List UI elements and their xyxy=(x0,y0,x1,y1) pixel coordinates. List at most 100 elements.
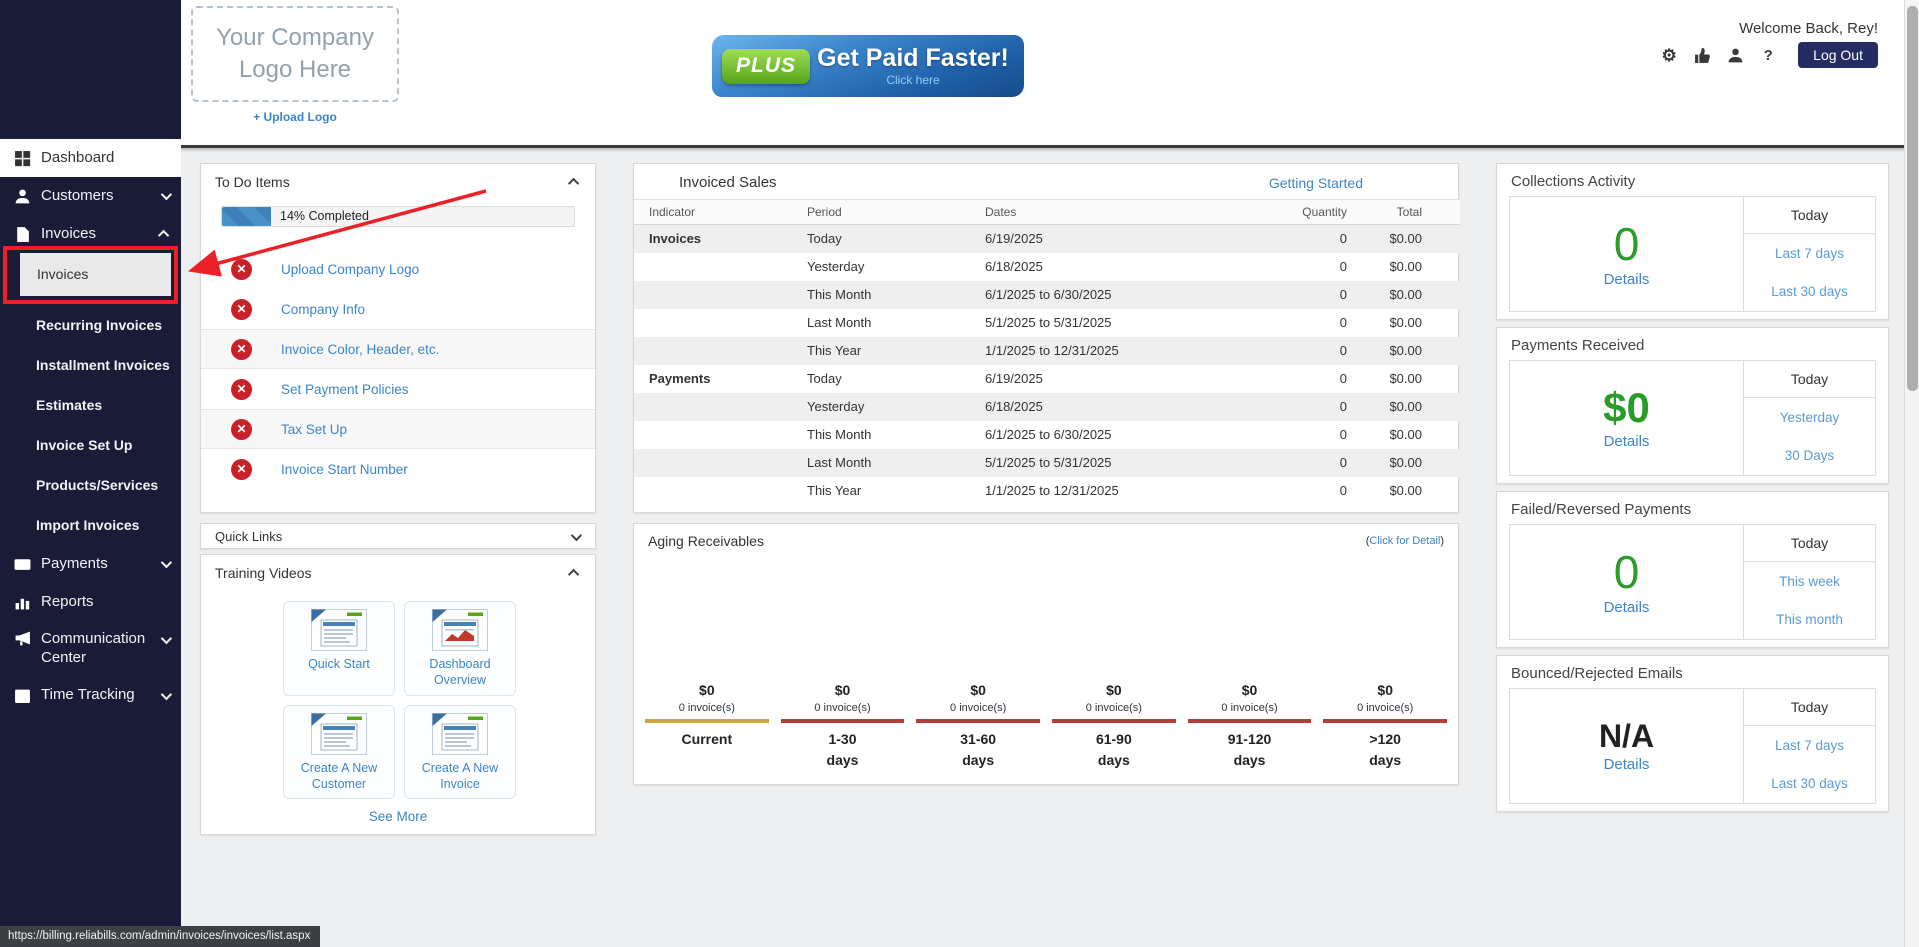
submenu-item-invoices-selected[interactable]: Invoices xyxy=(20,253,171,296)
submenu-item-invoice-set-up[interactable]: Invoice Set Up xyxy=(36,437,133,453)
stat-panel-title: Failed/Reversed Payments xyxy=(1511,501,1692,518)
sidebar-item-label: Payments xyxy=(41,554,108,572)
get-paid-faster-banner[interactable]: PLUS Get Paid Faster! Click here xyxy=(712,35,1024,97)
submenu-item-import-invoices[interactable]: Import Invoices xyxy=(36,517,140,533)
todo-item-link[interactable]: Upload Company Logo xyxy=(281,261,420,277)
video-card-dashboard-overview[interactable]: Dashboard Overview xyxy=(404,601,516,696)
video-card-create-a-new-invoice[interactable]: Create A New Invoice xyxy=(404,704,516,799)
banner-text: Get Paid Faster! Click here xyxy=(810,43,1024,88)
stat-tab-this-week[interactable]: This week xyxy=(1779,573,1840,589)
stat-value: 0 xyxy=(1613,217,1640,270)
table-cell: Last Month xyxy=(807,455,872,470)
collapse-chevron-icon[interactable] xyxy=(567,177,580,190)
details-link[interactable]: Details xyxy=(1603,598,1650,616)
video-thumbnail xyxy=(288,712,390,755)
sidebar-item-customers[interactable]: Customers xyxy=(0,177,181,215)
stat-tab-today[interactable]: Today xyxy=(1744,361,1875,398)
stat-tab-today[interactable]: Today xyxy=(1744,525,1875,562)
stat-panel-title: Bounced/Rejected Emails xyxy=(1511,665,1683,682)
incomplete-x-icon xyxy=(231,298,252,320)
video-card-create-a-new-customer[interactable]: Create A New Customer xyxy=(283,704,395,799)
collapse-chevron-icon[interactable] xyxy=(567,568,580,581)
click-for-detail: (Click for Detail) xyxy=(1365,535,1444,547)
gear-icon[interactable]: ⚙ xyxy=(1661,45,1677,65)
video-title-link[interactable]: Create A New Invoice xyxy=(421,760,499,791)
stat-tab-last-7-days[interactable]: Last 7 days xyxy=(1774,737,1845,753)
invoiced-sales-table: Indicator Period Dates Quantity Total Invoic… xyxy=(634,199,1460,505)
plus-badge: PLUS xyxy=(722,48,811,84)
todo-item-link[interactable]: Invoice Start Number xyxy=(281,461,408,477)
aging-bucket: $0 0 invoice(s) 61-90 days xyxy=(1046,682,1182,770)
video-thumbnail xyxy=(409,712,511,755)
progress-fill xyxy=(222,207,272,226)
banner-title: Get Paid Faster! xyxy=(817,43,1009,72)
getting-started-link[interactable]: Getting Started xyxy=(1268,174,1363,191)
table-cell: $0.00 xyxy=(1389,483,1422,498)
click-for-detail-link[interactable]: Click for Detail xyxy=(1369,535,1441,547)
bucket-invoice-count: 0 invoice(s) xyxy=(1221,702,1278,715)
table-cell: Payments xyxy=(649,371,711,386)
column-header-total: Total xyxy=(1380,199,1460,225)
aging-bucket: $0 0 invoice(s) 31-60 days xyxy=(910,682,1046,770)
aging-bucket: $0 0 invoice(s) 1-30 days xyxy=(775,682,911,770)
see-more-link[interactable]: See More xyxy=(368,809,428,824)
submenu-item-products-services[interactable]: Products/Services xyxy=(36,477,159,493)
table-cell: 5/1/2025 to 5/31/2025 xyxy=(985,315,1112,330)
banner-click-here-link[interactable]: Click here xyxy=(886,73,940,88)
stat-value: 0 xyxy=(1613,545,1640,598)
aging-bucket: $0 0 invoice(s) 91-120 days xyxy=(1182,682,1318,770)
video-title-link[interactable]: Dashboard Overview xyxy=(429,657,491,688)
todo-item-link[interactable]: Invoice Color, Header, etc. xyxy=(281,341,440,357)
scrollbar-thumb[interactable] xyxy=(1907,6,1918,391)
submenu-item-installment-invoices[interactable]: Installment Invoices xyxy=(36,357,170,373)
sidebar-item-payments[interactable]: Payments xyxy=(0,545,181,583)
stat-tab-today[interactable]: Today xyxy=(1744,197,1875,234)
details-link[interactable]: Details xyxy=(1603,755,1650,773)
stat-tab-last-7-days[interactable]: Last 7 days xyxy=(1774,245,1845,261)
todo-item-link[interactable]: Tax Set Up xyxy=(281,421,348,437)
bucket-label: 31-60 days xyxy=(960,731,997,768)
help-icon[interactable]: ? xyxy=(1763,46,1773,64)
stat-tab-today[interactable]: Today xyxy=(1744,689,1875,726)
expand-chevron-icon[interactable] xyxy=(570,529,583,541)
invoices-submenu: Invoices Recurring Invoices Installment In… xyxy=(0,253,181,545)
sidebar-item-reports[interactable]: Reports xyxy=(0,583,181,621)
stat-tab-yesterday[interactable]: Yesterday xyxy=(1779,409,1840,425)
sales-table-row: This Year 1/1/2025 to 12/31/2025 0 $0.00 xyxy=(634,477,1460,505)
sidebar-item-label: Time Tracking xyxy=(41,686,135,704)
welcome-message: Welcome Back, Rey! xyxy=(1739,20,1878,37)
thumbs-up-icon[interactable] xyxy=(1693,46,1711,64)
sales-table-row: This Year 1/1/2025 to 12/31/2025 0 $0.00 xyxy=(634,336,1460,365)
stat-tab-last-30-days[interactable]: Last 30 days xyxy=(1771,284,1848,300)
table-cell: 0 xyxy=(1339,287,1347,302)
company-logo-placeholder[interactable]: Your Company Logo Here xyxy=(191,6,399,102)
details-link[interactable]: Details xyxy=(1603,270,1650,288)
table-cell xyxy=(634,393,792,421)
upload-logo-link[interactable]: + Upload Logo xyxy=(253,110,337,124)
user-icon[interactable] xyxy=(1726,46,1744,64)
stat-tab-last-30-days[interactable]: Last 30 days xyxy=(1771,776,1848,792)
video-title-link[interactable]: Create A New Customer xyxy=(300,760,378,791)
bucket-label: 1-30 days xyxy=(826,731,859,768)
todo-item-link[interactable]: Company Info xyxy=(281,301,366,317)
table-cell xyxy=(634,337,792,365)
sidebar-item-dashboard[interactable]: Dashboard xyxy=(0,139,181,177)
table-cell xyxy=(634,281,792,309)
bucket-bar xyxy=(1323,719,1448,724)
sidebar-item-time-tracking[interactable]: Time Tracking xyxy=(0,677,181,715)
sidebar-item-communication-center[interactable]: Communication Center xyxy=(0,621,181,677)
submenu-item-recurring-invoices[interactable]: Recurring Invoices xyxy=(36,317,163,333)
table-cell: 0 xyxy=(1339,259,1347,274)
stat-tab-30-days[interactable]: 30 Days xyxy=(1784,448,1835,464)
submenu-item-estimates[interactable]: Estimates xyxy=(36,397,103,413)
stat-box: $0 Details Today Yesterday 30 Days xyxy=(1509,360,1876,476)
log-out-button[interactable]: Log Out xyxy=(1798,42,1878,68)
video-card-quick-start[interactable]: Quick Start xyxy=(283,601,395,696)
details-link[interactable]: Details xyxy=(1603,432,1650,450)
sidebar-item-label: Invoices xyxy=(41,224,97,242)
todo-item-link[interactable]: Set Payment Policies xyxy=(281,381,409,397)
sales-table-row: This Month 6/1/2025 to 6/30/2025 0 $0.00 xyxy=(634,280,1460,309)
video-title-link[interactable]: Quick Start xyxy=(308,657,370,671)
sidebar-item-invoices[interactable]: Invoices xyxy=(0,215,181,253)
stat-tab-this-month[interactable]: This month xyxy=(1776,612,1843,628)
